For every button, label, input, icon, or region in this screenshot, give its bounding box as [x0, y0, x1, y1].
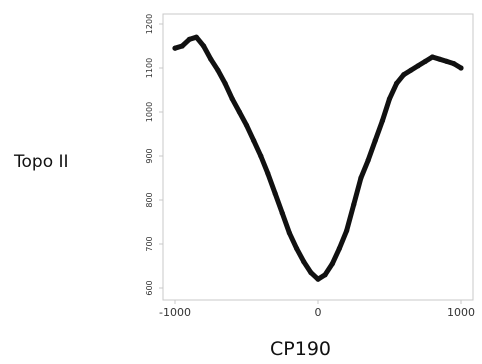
data-point [358, 175, 364, 181]
data-point [315, 276, 321, 282]
data-point [394, 80, 400, 86]
y-tick-label: 1000 [145, 102, 154, 122]
data-point [186, 36, 192, 43]
y-axis: 600 700 800 900 1000 1100 1200 [145, 14, 163, 296]
data-point [279, 210, 285, 216]
data-point [229, 96, 235, 102]
data-point [301, 259, 307, 265]
data-point [286, 230, 292, 236]
data-point [365, 157, 371, 163]
data-point [172, 45, 178, 51]
data-point [322, 272, 328, 278]
data-point [265, 171, 271, 177]
y-tick-label: 600 [145, 280, 154, 295]
data-point [308, 270, 314, 276]
data-point [258, 153, 264, 159]
data-point [415, 63, 421, 69]
data-point [458, 65, 464, 71]
data-point [251, 138, 257, 144]
data-point [294, 245, 300, 251]
data-point [386, 96, 393, 102]
x-tick-label: 1000 [447, 306, 475, 319]
series-layer [172, 34, 464, 282]
y-tick-label: 1200 [145, 14, 154, 34]
data-point [344, 228, 350, 234]
y-axis-label: Topo II [14, 152, 69, 172]
data-point [272, 190, 278, 196]
data-point [179, 43, 185, 49]
data-point [243, 122, 250, 128]
data-point [379, 118, 385, 124]
data-point [401, 72, 407, 78]
data-point [408, 67, 414, 73]
data-point [236, 109, 242, 115]
data-point [222, 80, 228, 86]
data-point [208, 56, 214, 62]
y-tick-label: 1100 [145, 58, 154, 78]
y-tick-label: 700 [145, 236, 154, 251]
data-point [215, 67, 221, 73]
x-tick-label: 0 [315, 306, 322, 319]
x-axis-label: CP190 [270, 338, 331, 360]
data-point [201, 43, 207, 49]
series-line-0 [172, 34, 464, 282]
data-point [329, 261, 335, 267]
data-point [336, 245, 342, 251]
y-tick-label: 800 [145, 192, 154, 207]
x-tick-label: -1000 [159, 306, 191, 319]
data-point [429, 54, 435, 60]
x-axis: -1000 0 1000 [159, 300, 475, 319]
data-point [451, 61, 457, 67]
data-point [437, 56, 443, 62]
data-point [422, 58, 428, 64]
data-point [444, 58, 450, 64]
data-point [351, 201, 357, 207]
y-tick-label: 900 [145, 148, 154, 163]
data-point [372, 138, 378, 144]
data-point [193, 34, 199, 40]
